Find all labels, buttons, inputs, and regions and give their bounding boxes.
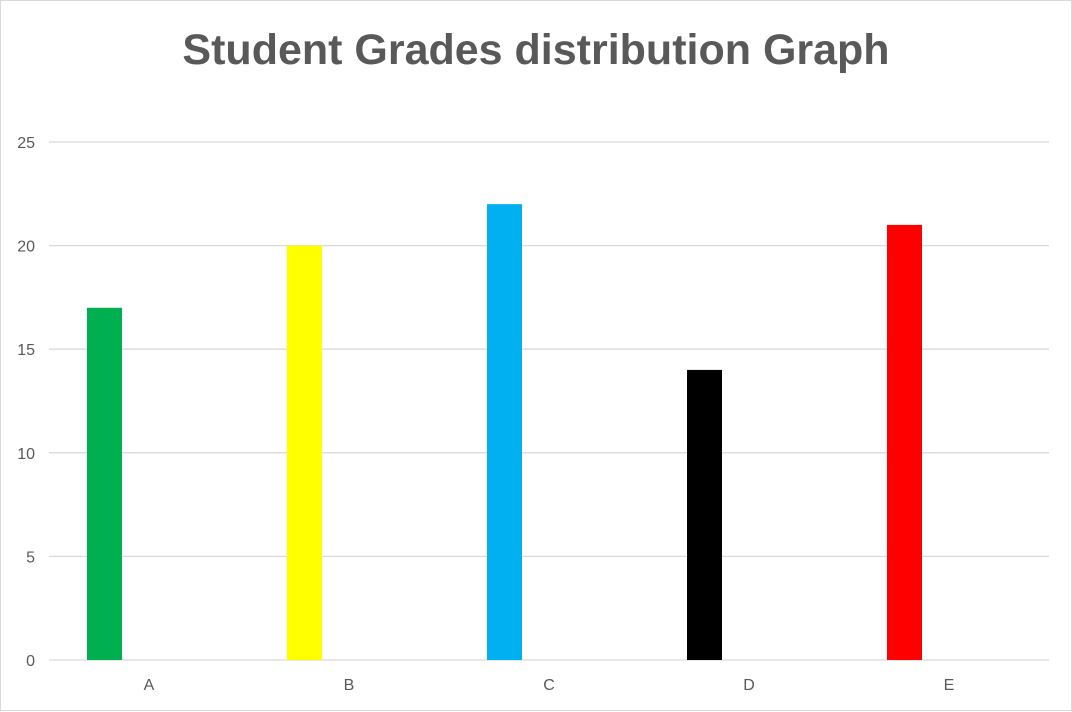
chart-title: Student Grades distribution Graph [182, 26, 889, 74]
bar-d [687, 369, 722, 660]
x-tick-label: B [344, 677, 355, 694]
bar-c [487, 204, 522, 660]
x-tick-label: D [743, 677, 755, 694]
bars [87, 204, 922, 660]
bar-e [887, 224, 922, 660]
y-tick-label: 5 [26, 549, 35, 566]
x-axis-ticks: A B C D E [144, 677, 955, 694]
gridlines [49, 141, 1049, 661]
y-tick-label: 15 [17, 342, 35, 359]
x-tick-label: E [944, 677, 955, 694]
x-tick-label: C [543, 677, 555, 694]
x-tick-label: A [144, 677, 155, 694]
bar-a [87, 307, 122, 660]
bar-b [287, 245, 322, 660]
y-tick-label: 20 [17, 239, 35, 256]
y-axis-ticks: 0 5 10 15 20 25 [17, 135, 35, 670]
y-tick-label: 0 [26, 653, 35, 670]
y-tick-label: 25 [17, 135, 35, 152]
y-tick-label: 10 [17, 446, 35, 463]
